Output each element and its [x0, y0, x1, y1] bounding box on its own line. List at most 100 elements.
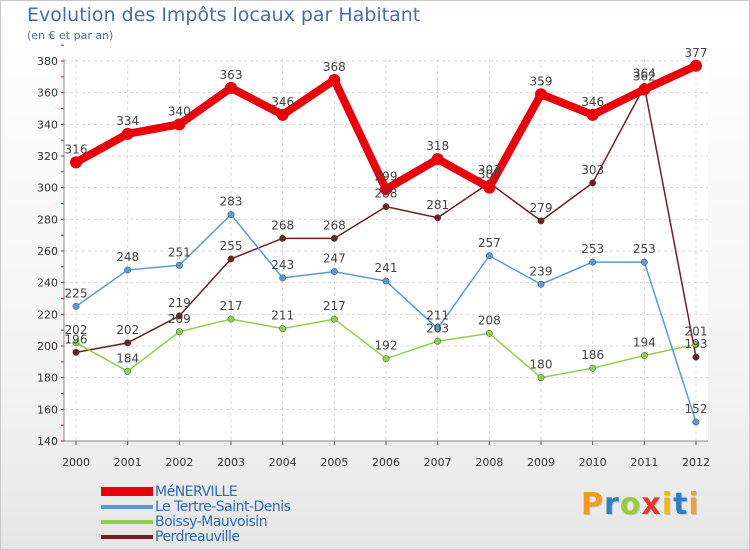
chart-title: Evolution des Impôts locaux par Habitant	[27, 4, 421, 26]
x-tick-label: 2005	[320, 456, 348, 469]
data-label: 202	[65, 323, 88, 337]
x-tick-label: 2006	[372, 456, 400, 469]
data-point	[380, 183, 392, 196]
y-tick-label: 380	[37, 55, 58, 68]
data-label: 248	[116, 250, 139, 264]
x-tick-label: 2010	[579, 456, 607, 469]
data-label: 283	[220, 195, 243, 209]
legend-label: Le Tertre-Saint-Denis	[155, 499, 291, 515]
data-point	[692, 418, 700, 426]
brand-logo: Proxiti	[581, 487, 700, 522]
data-label: 196	[65, 332, 88, 346]
x-tick-label: 2001	[114, 456, 142, 469]
data-label: 209	[168, 312, 191, 326]
data-label: 203	[426, 321, 449, 335]
data-point	[537, 280, 545, 288]
data-point	[638, 83, 651, 96]
data-label: 334	[116, 114, 139, 128]
data-point	[175, 328, 183, 336]
data-point	[72, 339, 80, 347]
data-point	[589, 364, 597, 372]
chart-subtitle: (en € et par an)	[27, 29, 114, 42]
data-label: 340	[168, 104, 191, 118]
data-label: 193	[685, 337, 708, 351]
data-point	[690, 59, 702, 72]
data-label: 281	[426, 198, 449, 212]
y-tick-label: 320	[37, 150, 58, 163]
data-label: 202	[116, 323, 139, 337]
data-point	[175, 312, 183, 320]
data-label: 346	[271, 95, 294, 109]
data-point	[72, 348, 80, 356]
data-label: 211	[426, 309, 449, 323]
data-point	[279, 234, 287, 242]
data-point	[485, 252, 493, 260]
y-tick-label: 180	[37, 372, 58, 385]
y-tick-label: 300	[37, 182, 58, 195]
x-tick-label: 2003	[217, 456, 245, 469]
x-tick-label: 2004	[269, 456, 297, 469]
y-tick-label: 280	[37, 213, 58, 226]
data-label: 243	[271, 258, 294, 272]
x-tick-label: 2002	[165, 456, 193, 469]
data-label: 211	[271, 309, 294, 323]
data-label: 303	[581, 163, 604, 177]
data-label: 201	[685, 324, 708, 338]
legend-swatch	[101, 520, 153, 524]
y-tick-label: 340	[37, 118, 58, 131]
data-point	[124, 266, 132, 274]
y-tick-label: 200	[37, 340, 58, 353]
data-point	[175, 261, 183, 269]
data-point	[227, 211, 235, 219]
x-tick-label: 2007	[424, 456, 452, 469]
data-point	[124, 367, 132, 375]
data-label: 186	[581, 348, 604, 362]
legend-swatch	[101, 535, 153, 539]
data-point	[382, 277, 390, 285]
y-tick-label: 160	[37, 403, 58, 416]
data-label: 299	[375, 169, 398, 183]
data-label: 241	[375, 261, 398, 275]
data-point	[485, 329, 493, 337]
x-tick-label: 2009	[527, 456, 555, 469]
data-label: 268	[271, 218, 294, 232]
data-point	[640, 258, 648, 266]
data-point	[124, 339, 132, 347]
y-tick-label: 240	[37, 277, 58, 290]
data-label: 217	[220, 299, 243, 313]
brand-letter: i	[688, 487, 700, 522]
brand-letter: t	[673, 487, 689, 522]
x-tick-label: 2008	[475, 456, 503, 469]
data-label: 318	[426, 139, 449, 153]
legend-swatch	[101, 505, 153, 509]
data-point	[227, 255, 235, 263]
x-tick-label: 2011	[630, 456, 658, 469]
y-tick-label: 260	[37, 245, 58, 258]
brand-letter: P	[581, 487, 604, 522]
data-point	[537, 374, 545, 382]
data-label: 346	[581, 95, 604, 109]
data-label: 184	[116, 351, 139, 365]
data-point	[279, 325, 287, 333]
brand-letter: o	[619, 487, 642, 522]
data-label: 152	[685, 402, 708, 416]
data-point	[121, 127, 134, 140]
data-label: 247	[323, 252, 346, 266]
data-point	[692, 340, 700, 348]
data-label: 362	[633, 70, 656, 84]
data-label: 239	[530, 264, 553, 278]
brand-letter: r	[604, 487, 620, 522]
data-point	[537, 217, 545, 225]
legend-label: MéNERVILLE	[155, 484, 238, 500]
y-tick-label: 360	[37, 87, 58, 100]
data-label: 288	[375, 187, 398, 201]
data-label: 364	[633, 66, 656, 80]
data-label: 194	[633, 336, 656, 350]
data-label: 253	[581, 242, 604, 256]
data-label: 255	[220, 239, 243, 253]
data-label: 316	[65, 142, 88, 156]
data-label: 192	[375, 339, 398, 353]
data-label: 368	[323, 60, 346, 74]
